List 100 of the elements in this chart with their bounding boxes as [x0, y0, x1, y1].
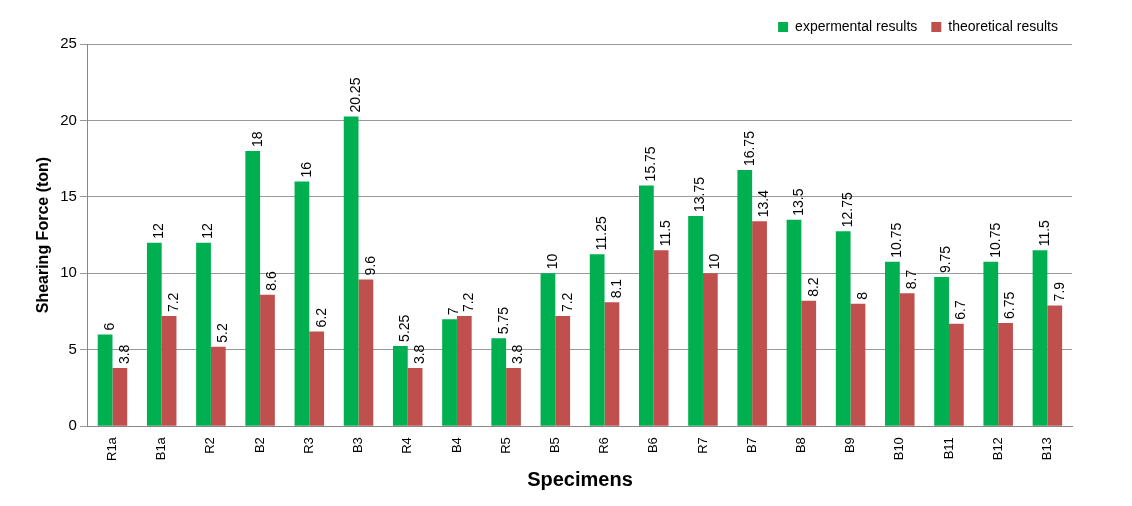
- bar: [146, 242, 162, 426]
- y-tick-label: 5: [68, 339, 77, 357]
- x-tick-label: B7: [743, 437, 759, 454]
- x-tick-label: R6: [596, 437, 612, 454]
- bar: [899, 293, 915, 426]
- x-tick-label: R2: [202, 437, 218, 454]
- bar: [442, 319, 457, 426]
- bar: [801, 300, 817, 426]
- data-label: 10.75: [888, 222, 905, 258]
- bar: [491, 338, 507, 426]
- bar: [948, 323, 964, 426]
- bar: [245, 151, 261, 426]
- bar: [1032, 250, 1048, 426]
- x-tick-label: B3: [350, 437, 366, 454]
- y-tick-label: 10: [60, 263, 77, 281]
- data-label: 11.5: [656, 219, 673, 247]
- x-tick-label: B13: [1038, 437, 1054, 461]
- bar: [112, 368, 128, 426]
- bar: [358, 279, 374, 426]
- bar: [786, 219, 802, 426]
- bar: [506, 368, 521, 426]
- data-label: 15.75: [642, 146, 659, 182]
- bar: [688, 215, 703, 426]
- x-tick-label: B1a: [153, 436, 169, 461]
- bar: [752, 221, 767, 426]
- data-label: 13.4: [755, 189, 772, 218]
- data-label: 8: [853, 291, 870, 300]
- x-tick-label: B5: [546, 437, 562, 454]
- bar: [1047, 305, 1063, 426]
- data-label: 8.6: [263, 271, 280, 291]
- data-label: 3.8: [509, 344, 526, 365]
- data-label: 5.2: [214, 322, 231, 343]
- bar: [604, 302, 620, 426]
- data-label: 6.75: [1001, 291, 1018, 319]
- bar: [294, 181, 310, 426]
- bar: [343, 116, 359, 426]
- x-tick-label: B9: [842, 437, 858, 454]
- data-label: 12: [199, 222, 216, 239]
- y-tick-label: 20: [60, 110, 77, 128]
- bar: [540, 273, 556, 426]
- data-label: 10: [706, 253, 723, 270]
- bar: [702, 273, 718, 426]
- data-label: 11.5: [1035, 219, 1052, 247]
- x-tick-label: R3: [300, 437, 316, 454]
- data-label: 12.75: [839, 192, 856, 228]
- x-tick-label: B8: [792, 437, 808, 454]
- data-label: 7.2: [164, 292, 181, 313]
- data-label: 9.6: [361, 255, 378, 276]
- data-label: 10: [543, 253, 560, 270]
- data-label: 10.75: [986, 222, 1003, 258]
- data-label: 8.7: [903, 269, 920, 290]
- data-label: 8.1: [607, 278, 624, 299]
- x-tick-label: B6: [645, 437, 661, 454]
- data-label: 11.25: [593, 215, 610, 251]
- legend-label: theoretical results: [948, 17, 1058, 34]
- bar: [638, 185, 654, 426]
- bar: [885, 261, 900, 426]
- bar: [392, 345, 408, 426]
- bar: [555, 316, 571, 426]
- x-tick-label: B2: [251, 437, 267, 454]
- data-label: 7.2: [460, 292, 477, 313]
- bar: [998, 322, 1013, 426]
- bar: [407, 368, 423, 426]
- bar: [835, 231, 851, 426]
- data-label: 9.75: [937, 245, 954, 274]
- bar: [196, 242, 211, 426]
- data-label: 7: [445, 307, 462, 316]
- data-label: 18: [248, 131, 265, 147]
- data-label: 16: [297, 161, 314, 178]
- x-tick-label: R7: [694, 437, 710, 454]
- data-label: 6.7: [952, 300, 969, 320]
- x-axis-title: Specimens: [527, 467, 633, 490]
- data-label: 8.2: [804, 277, 821, 297]
- x-tick-label: R4: [399, 437, 415, 454]
- y-tick-label: 15: [60, 187, 77, 204]
- data-label: 13.5: [789, 188, 806, 216]
- x-tick-label: B12: [989, 437, 1005, 461]
- y-tick-label: 0: [68, 416, 77, 434]
- y-axis-title: Shearing Force (ton): [34, 156, 52, 314]
- bar: [260, 294, 275, 426]
- bar: [737, 170, 753, 426]
- bar: [653, 250, 669, 426]
- legend-label: expermental results: [795, 17, 918, 34]
- data-label: 7.9: [1050, 281, 1067, 302]
- data-label: 5.25: [396, 314, 413, 342]
- x-tick-label: R5: [497, 437, 513, 454]
- x-tick-label: B10: [891, 437, 907, 461]
- x-tick-label: B4: [448, 437, 464, 454]
- bar: [589, 254, 605, 426]
- bar: [934, 277, 949, 426]
- data-label: 3.8: [410, 344, 427, 365]
- bar: [850, 303, 866, 426]
- bar: [210, 346, 226, 426]
- y-tick-label: 25: [60, 34, 77, 52]
- bar: [97, 334, 113, 426]
- bar: [983, 261, 999, 426]
- data-label: 13.75: [691, 176, 708, 212]
- data-label: 7.2: [558, 292, 575, 313]
- data-label: 6.2: [312, 307, 329, 328]
- x-tick-label: R1a: [104, 436, 120, 462]
